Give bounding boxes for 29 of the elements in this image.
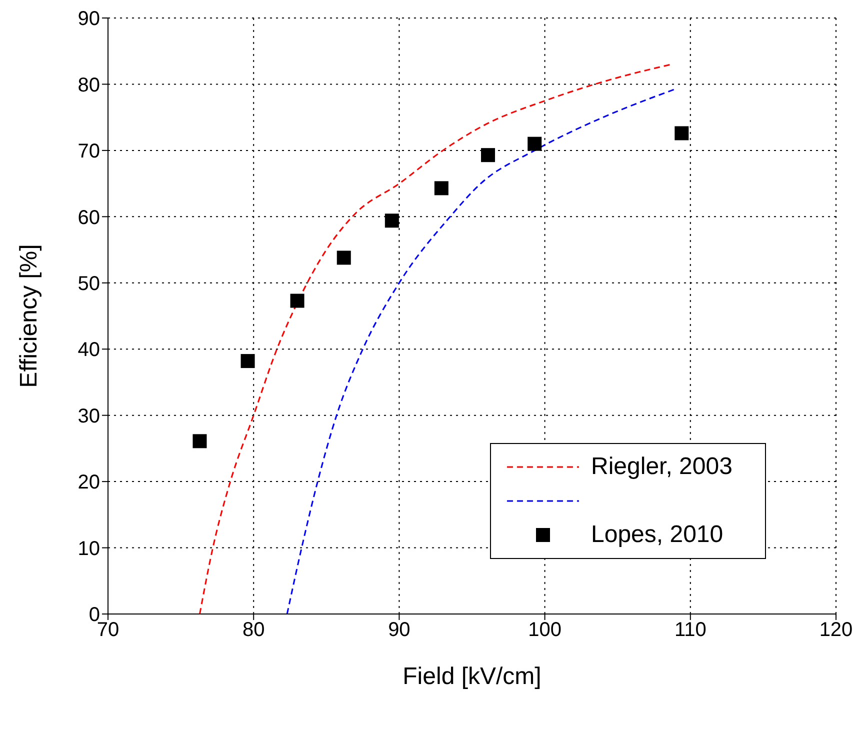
y-tick-label: 80 — [78, 74, 100, 96]
y-axis-title: Efficiency [%] — [16, 244, 43, 388]
y-tick-label: 10 — [78, 538, 100, 560]
point — [240, 354, 255, 368]
x-tick-label: 70 — [96, 619, 120, 642]
y-tick-label: 70 — [78, 140, 100, 163]
point — [290, 294, 304, 308]
point — [192, 434, 207, 448]
y-tick-label: 90 — [78, 8, 100, 30]
x-tick-label: 110 — [674, 619, 706, 642]
y-tick-label: 60 — [78, 206, 100, 229]
x-tick-label: 90 — [388, 619, 410, 642]
y-tick-label: 30 — [78, 405, 100, 428]
point — [434, 181, 448, 196]
x-tick-label: 100 — [528, 619, 562, 642]
point — [674, 126, 689, 140]
line-series — [198, 64, 672, 614]
y-tick-label: 20 — [78, 472, 100, 494]
point — [528, 136, 542, 151]
x-tick-label: 80 — [242, 619, 265, 642]
y-tick-label: 40 — [78, 339, 100, 362]
legend-label: Riegler, 2003 — [591, 453, 732, 481]
y-tick-label: 50 — [78, 272, 100, 295]
point — [336, 250, 351, 265]
legend-label: Lopes, 2010 — [591, 521, 724, 549]
x-tick-label: 120 — [819, 619, 853, 642]
point — [384, 214, 399, 228]
point — [481, 148, 496, 162]
x-axis-title: Field [kV/cm] — [402, 663, 542, 690]
